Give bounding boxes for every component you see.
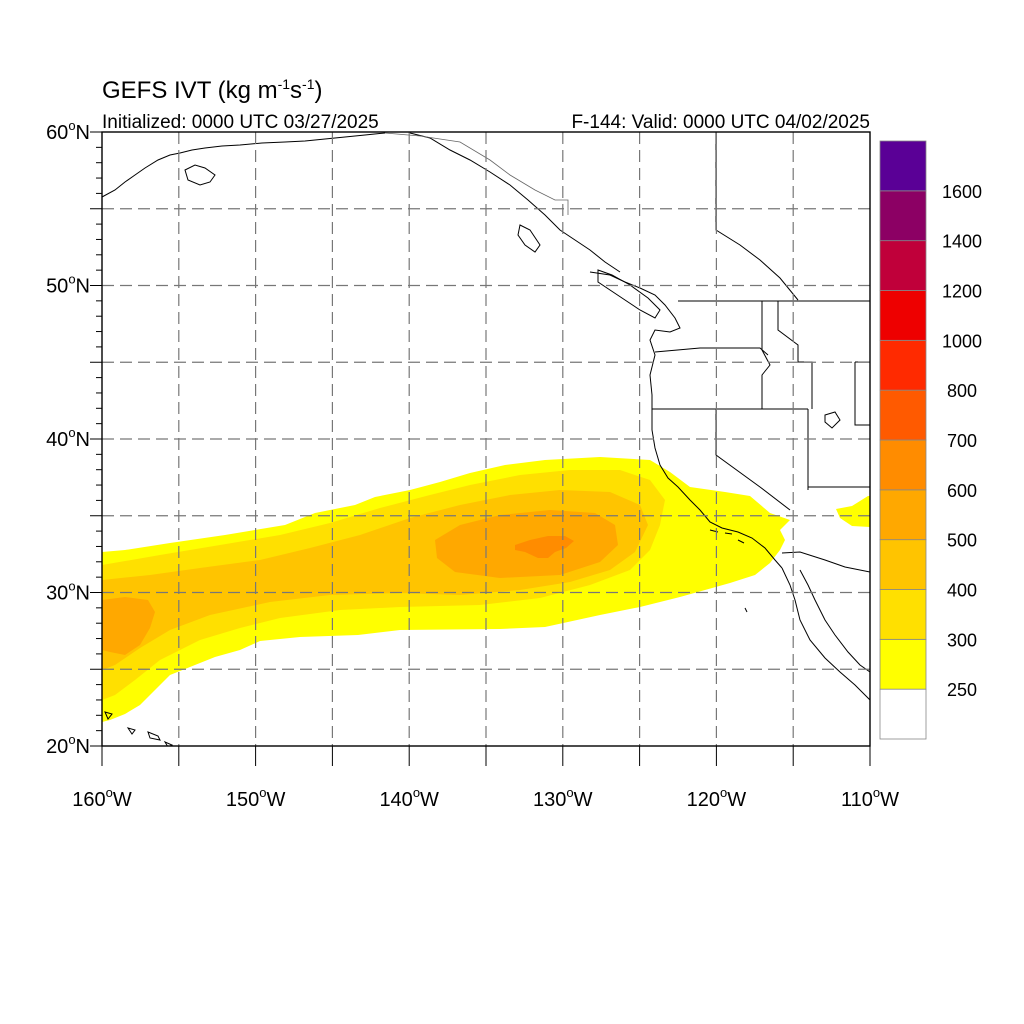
coastline-baja xyxy=(781,567,870,701)
lat-tick-label: 30oN xyxy=(46,579,90,605)
ivt-shading xyxy=(102,457,870,722)
lon-tick-label: 160oW xyxy=(72,785,132,811)
vancouver-island xyxy=(597,269,661,319)
valid-time: F-144: Valid: 0000 UTC 04/02/2025 xyxy=(571,112,870,133)
colorbar-swatch xyxy=(879,389,927,441)
haida-gwaii xyxy=(517,224,541,253)
colorbar-swatch xyxy=(879,190,927,242)
border-id-mt xyxy=(777,301,813,409)
lat-tick-label: 20oN xyxy=(46,732,90,758)
colorbar-swatch xyxy=(879,240,927,291)
colorbar-label: 250 xyxy=(947,680,977,700)
lon-tick-label: 110oW xyxy=(841,785,899,811)
ivt-level-500-west xyxy=(102,597,155,655)
hawaii-islands xyxy=(104,711,174,746)
coastline-gulf-california xyxy=(799,569,870,673)
coastline-alaska-panhandle xyxy=(409,132,621,273)
colorbar-label: 1200 xyxy=(942,282,982,302)
geography-lines xyxy=(102,132,870,746)
colorbar-label: 1600 xyxy=(942,182,982,202)
lat-tick-label: 50oN xyxy=(46,272,90,298)
colorbar: 250 300 400 500 600 700 800 1000 1200 1400 1600 xyxy=(879,140,982,740)
colorbar-swatch xyxy=(879,140,927,192)
border-ca-nv xyxy=(715,409,791,511)
colorbar-swatch xyxy=(879,439,927,491)
colorbar-label: 400 xyxy=(947,581,977,601)
border-wy xyxy=(854,361,870,426)
initialized-time: Initialized: 0000 UTC 03/27/2025 xyxy=(102,112,379,133)
coastline-kodiak xyxy=(184,164,216,186)
border-alaska-canada xyxy=(384,132,569,215)
colorbar-label: 1400 xyxy=(942,232,982,252)
lon-tick-label: 120oW xyxy=(687,785,747,811)
ivt-level-600 xyxy=(515,536,574,558)
coastline-bc xyxy=(589,271,783,569)
border-wa-or xyxy=(654,347,769,356)
colorbar-swatch xyxy=(879,539,927,590)
colorbar-swatch xyxy=(879,589,927,640)
grid-lines xyxy=(102,132,870,746)
latitude-labels: 60oN 50oN 40oN 30oN 20oN xyxy=(46,118,90,758)
colorbar-swatch xyxy=(879,489,927,541)
lon-tick-label: 130oW xyxy=(533,785,593,811)
figure-title: GEFS IVT (kg m-1s-1) xyxy=(102,76,323,104)
border-canada-east xyxy=(715,132,799,301)
colorbar-label: 1000 xyxy=(942,331,982,351)
longitude-labels: 160oW 150oW 140oW 130oW 120oW 110oW xyxy=(72,785,899,811)
colorbar-label: 800 xyxy=(947,381,977,401)
channel-islands xyxy=(709,529,748,613)
lon-tick-label: 150oW xyxy=(226,785,286,811)
colorbar-swatch xyxy=(879,638,927,690)
lat-tick-label: 40oN xyxy=(46,425,90,451)
colorbar-label: 600 xyxy=(947,481,977,501)
colorbar-swatch xyxy=(879,339,927,391)
lat-tick-label: 60oN xyxy=(46,118,90,144)
coastline-great-salt-lake xyxy=(824,411,841,429)
colorbar-label: 500 xyxy=(947,531,977,551)
border-us-mexico xyxy=(781,551,870,573)
colorbar-label: 700 xyxy=(947,431,977,451)
colorbar-label: 300 xyxy=(947,630,977,650)
colorbar-swatch xyxy=(879,688,927,740)
ivt-level-250-east xyxy=(836,496,870,527)
axis-ticks xyxy=(90,131,871,766)
lon-tick-label: 140oW xyxy=(379,785,439,811)
colorbar-swatch xyxy=(879,290,927,341)
coastline-alaska xyxy=(102,132,386,198)
border-id-west xyxy=(761,301,771,409)
